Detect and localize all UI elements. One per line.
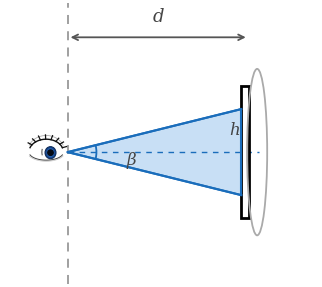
Bar — [242, 86, 249, 218]
Polygon shape — [30, 139, 62, 160]
Ellipse shape — [45, 147, 56, 159]
Text: h: h — [229, 122, 240, 139]
Text: β: β — [126, 152, 136, 169]
Text: d: d — [152, 8, 164, 26]
Circle shape — [47, 149, 54, 156]
Ellipse shape — [47, 148, 54, 157]
Polygon shape — [68, 109, 242, 195]
